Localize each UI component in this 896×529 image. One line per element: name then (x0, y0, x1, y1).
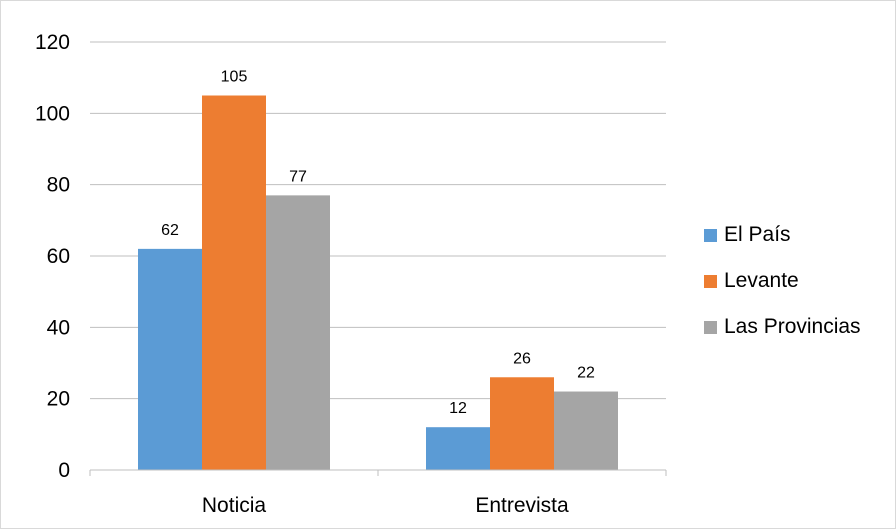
x-category-label: Noticia (202, 494, 267, 517)
y-tick-label: 0 (58, 459, 70, 482)
data-label: 26 (513, 350, 531, 367)
bar (202, 95, 266, 470)
data-label: 105 (221, 69, 248, 86)
bar (554, 391, 618, 470)
y-tick-label: 60 (47, 245, 70, 268)
legend-label: El País (724, 223, 791, 246)
bar (266, 195, 330, 470)
legend-item: El País (704, 212, 861, 258)
legend: El País Levante Las Provincias (704, 212, 861, 350)
bar (426, 427, 490, 470)
y-tick-label: 80 (47, 174, 70, 197)
data-labels: 62 105 77 12 26 22 (161, 69, 595, 418)
bars (138, 95, 618, 470)
legend-label: Las Provincias (724, 315, 861, 338)
bar (490, 377, 554, 470)
legend-label: Levante (724, 269, 799, 292)
legend-swatch (704, 274, 717, 288)
legend-item: Levante (704, 258, 861, 304)
data-label: 12 (449, 400, 467, 417)
data-label: 62 (161, 222, 179, 239)
data-label: 22 (577, 365, 595, 382)
legend-item: Las Provincias (704, 304, 861, 350)
y-tick-label: 40 (47, 316, 70, 339)
y-tick-label: 100 (35, 102, 70, 125)
y-tick-label: 20 (47, 388, 70, 411)
x-category-label: Entrevista (475, 494, 569, 517)
x-axis-categories: Noticia Entrevista (89, 470, 667, 517)
legend-swatch (704, 320, 717, 334)
data-label: 77 (289, 168, 307, 185)
legend-swatch (704, 228, 717, 242)
y-tick-label: 120 (35, 31, 70, 54)
bar (138, 248, 202, 470)
y-axis-ticks: 0 20 40 60 80 100 120 (35, 31, 70, 482)
